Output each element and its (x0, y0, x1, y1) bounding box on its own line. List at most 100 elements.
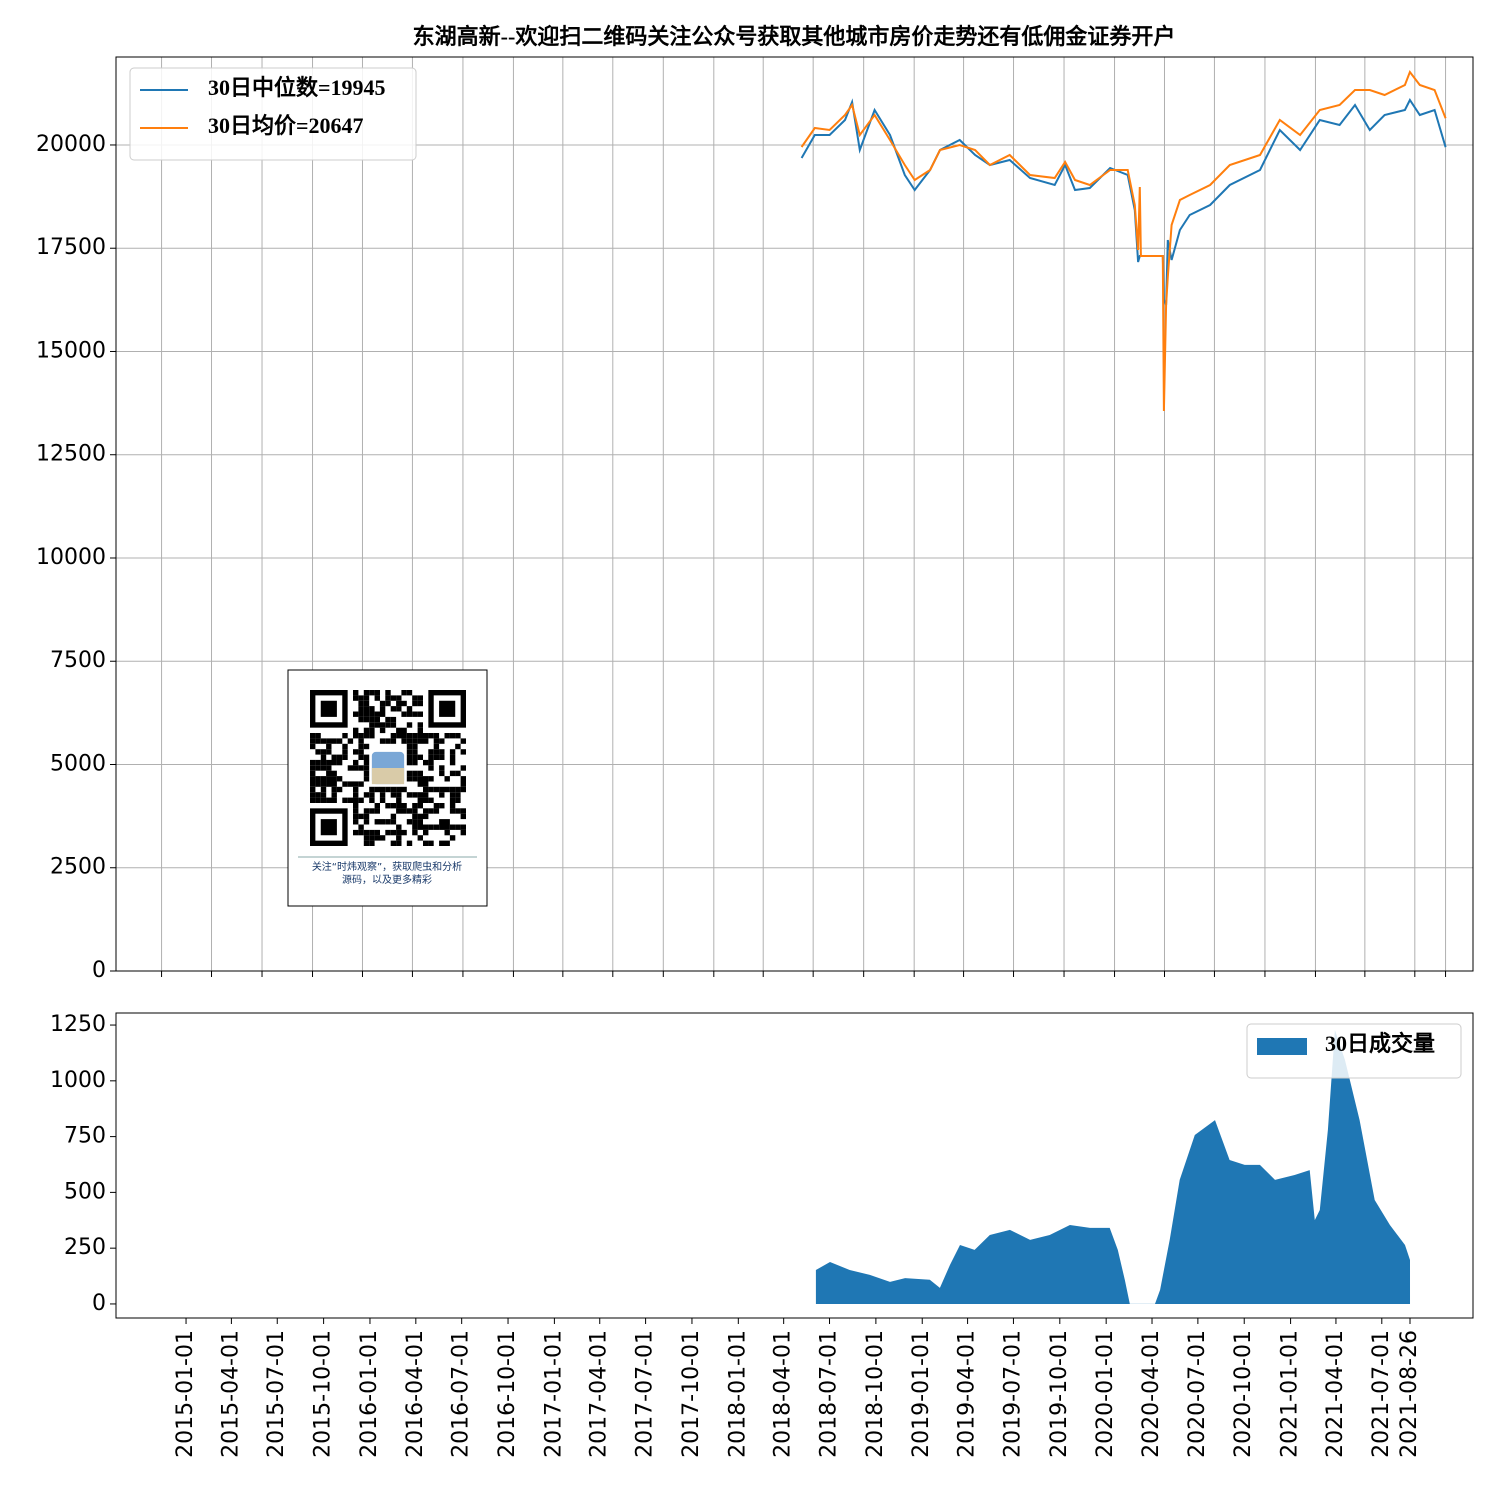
qr-module (353, 786, 359, 793)
qr-module (374, 711, 380, 717)
qr-module (379, 700, 386, 707)
qr-module (417, 803, 423, 809)
qr-module (353, 829, 359, 836)
qr-module (396, 695, 402, 701)
x-tick-label: 2020-10-01 (1231, 1330, 1256, 1458)
qr-module (369, 808, 375, 814)
qr-module (363, 813, 370, 820)
qr-module (342, 797, 348, 803)
qr-module (444, 786, 450, 793)
qr-module (342, 733, 348, 739)
qr-module (320, 765, 327, 771)
x-tick-label: 2017-04-01 (587, 1330, 612, 1458)
plot-frame (115, 56, 1474, 972)
qr-module (449, 797, 456, 803)
qr-module (390, 738, 397, 744)
qr-module (353, 733, 359, 739)
qr-module (423, 759, 429, 766)
qr-module (455, 797, 461, 803)
y-tick-label: 0 (92, 1291, 106, 1316)
qr-module (369, 840, 375, 846)
qr-module (390, 829, 397, 836)
qr-module (326, 738, 332, 744)
qr-module (449, 824, 456, 830)
qr-module (439, 738, 445, 744)
qr-module (310, 733, 316, 739)
qr-module (433, 733, 440, 739)
qr-module (406, 819, 413, 825)
qr-module (320, 754, 327, 760)
qr-module (455, 824, 461, 830)
qr-module (369, 722, 375, 728)
qr-module (315, 738, 321, 744)
qr-module (342, 754, 348, 760)
qr-module (449, 754, 456, 760)
qr-caption: 源码，以及更多精彩 (342, 873, 432, 886)
qr-module (412, 754, 418, 760)
qr-module (369, 733, 375, 739)
qr-module (396, 808, 402, 814)
qr-module (423, 738, 429, 744)
qr-module (336, 786, 343, 793)
qr-module (353, 819, 359, 825)
qr-module (390, 695, 397, 701)
qr-module (363, 770, 370, 777)
qr-module (315, 797, 321, 803)
qr-module (417, 700, 423, 707)
qr-module (363, 754, 370, 760)
qr-module (369, 690, 375, 696)
qr-module (353, 797, 359, 803)
legend-label: 30日中位数=19945 (208, 75, 386, 100)
qr-module (412, 749, 418, 755)
qr-module (455, 792, 461, 798)
qr-module (417, 792, 423, 798)
x-tick-label: 2021-07-01 (1369, 1330, 1394, 1458)
qr-module (347, 797, 354, 803)
y-tick-label: 0 (92, 958, 106, 983)
qr-module (385, 786, 391, 793)
qr-module (390, 813, 397, 820)
qr-module (326, 759, 332, 766)
y-tick-label: 1000 (50, 1068, 106, 1093)
qr-module (412, 711, 418, 717)
qr-module (406, 792, 413, 798)
qr-module (428, 840, 434, 846)
qr-module (423, 786, 429, 793)
qr-module (401, 786, 407, 793)
qr-module (444, 733, 450, 739)
qr-module (406, 690, 413, 696)
qr-module (428, 733, 434, 739)
qr-module (396, 803, 402, 809)
qr-module (369, 835, 375, 841)
qr-module (423, 824, 429, 830)
qr-module (369, 706, 375, 712)
qr-module (401, 700, 407, 707)
qr-module (385, 803, 391, 809)
qr-module (428, 786, 434, 793)
qr-module (363, 835, 370, 841)
qr-module (353, 781, 359, 787)
qr-module (401, 808, 407, 814)
qr-module (358, 824, 364, 830)
line (800, 98, 1447, 306)
qr-module (315, 776, 321, 782)
qr-module (449, 759, 456, 766)
qr-module (358, 743, 364, 750)
qr-module (369, 829, 375, 836)
qr-module (412, 792, 418, 798)
qr-module (358, 813, 364, 820)
qr-module (353, 727, 359, 734)
qr-module (385, 829, 391, 836)
qr-module (423, 781, 429, 787)
qr-module (347, 781, 354, 787)
qr-module (401, 690, 407, 696)
qr-module (310, 797, 316, 803)
qr-module (363, 765, 370, 771)
qr-module (396, 706, 402, 712)
qr-module (423, 813, 429, 820)
qr-module (369, 797, 375, 803)
qr-module (320, 797, 327, 803)
qr-module (353, 813, 359, 820)
qr-module (353, 695, 359, 701)
